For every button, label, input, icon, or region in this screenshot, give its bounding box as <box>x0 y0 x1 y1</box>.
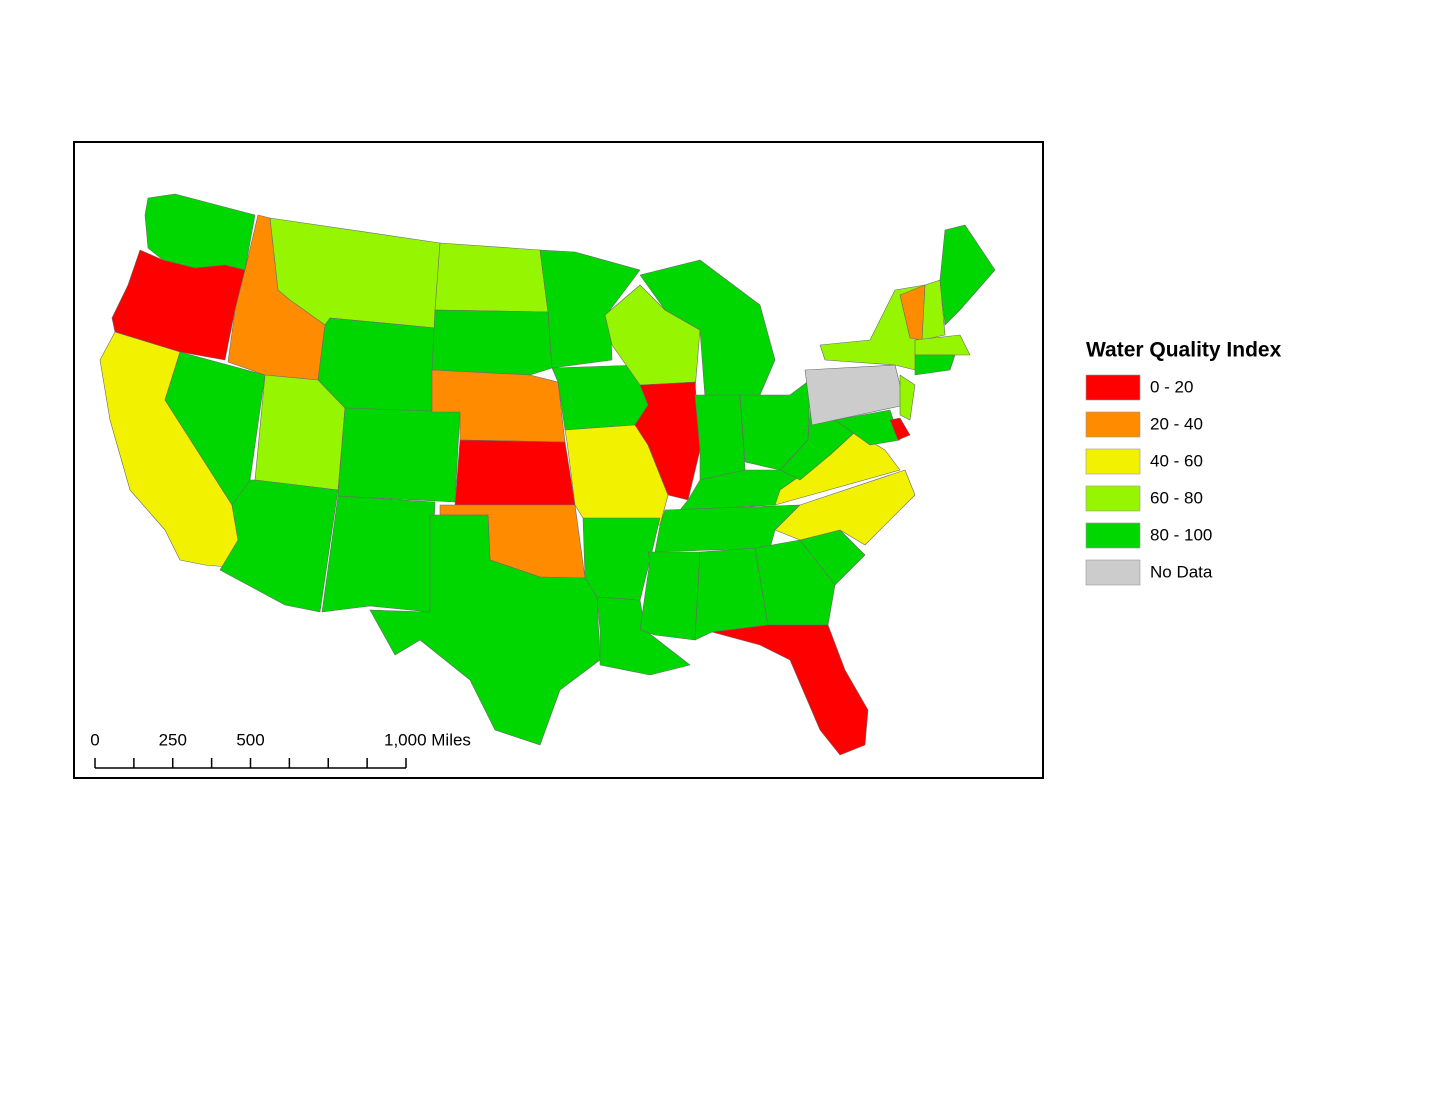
state <box>939 224 996 326</box>
state <box>914 354 956 376</box>
scale-label: 500 <box>236 730 264 749</box>
state <box>694 394 746 481</box>
state <box>774 469 916 546</box>
state <box>111 249 246 361</box>
scale-label: 0 <box>90 730 99 749</box>
legend-label: 20 - 40 <box>1150 414 1203 433</box>
state <box>454 439 576 506</box>
legend-label: 40 - 60 <box>1150 451 1203 470</box>
state <box>596 596 691 676</box>
state <box>369 514 601 746</box>
state <box>337 407 461 503</box>
state <box>921 279 946 341</box>
state <box>604 284 701 391</box>
legend-swatch <box>1085 411 1141 438</box>
state <box>914 334 971 356</box>
legend-swatch <box>1085 374 1141 401</box>
states <box>99 193 996 756</box>
legend-label: 60 - 80 <box>1150 488 1203 507</box>
state <box>321 495 436 613</box>
state <box>754 539 836 626</box>
legend-title: Water Quality Index <box>1086 339 1282 362</box>
state <box>434 242 549 313</box>
legend-swatch <box>1085 559 1141 586</box>
legend-label: 80 - 100 <box>1150 525 1212 544</box>
state <box>219 479 339 613</box>
legend-swatch <box>1085 448 1141 475</box>
scale-label: 250 <box>159 730 187 749</box>
legend-label: No Data <box>1150 562 1213 581</box>
scale-bar: 0 250 500 1,000 Miles <box>90 730 471 769</box>
legend: 0 - 20 20 - 40 40 - 60 60 - 80 80 - 100 No Da… <box>1085 374 1213 586</box>
scale-label: 1,000 Miles <box>384 730 471 749</box>
state <box>834 409 901 446</box>
legend-swatch <box>1085 485 1141 512</box>
state <box>889 417 911 441</box>
state <box>899 374 916 421</box>
state <box>711 624 869 756</box>
legend-label: 0 - 20 <box>1150 377 1193 396</box>
state <box>639 551 701 641</box>
state <box>431 309 553 376</box>
legend-swatch <box>1085 522 1141 549</box>
